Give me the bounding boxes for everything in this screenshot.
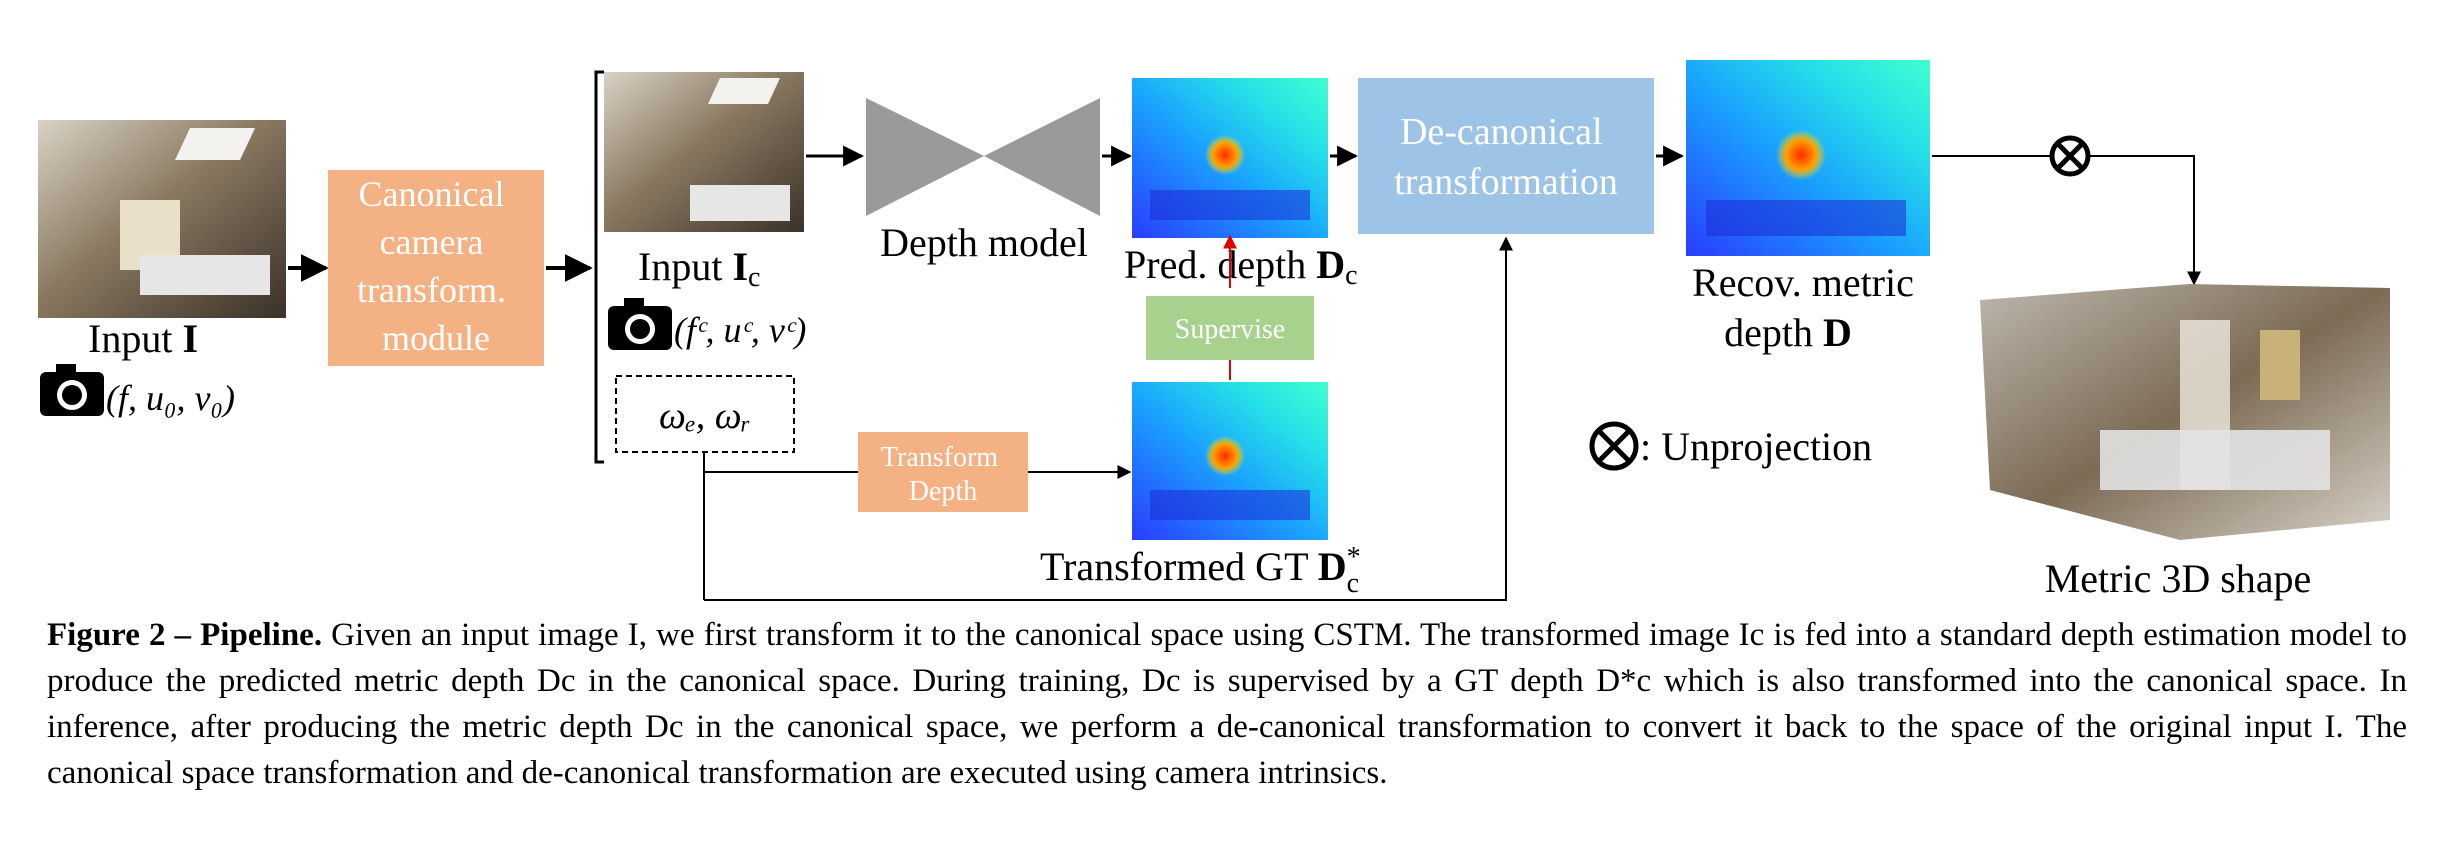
figure-caption: Figure 2 – Pipeline. Given an input imag… [47, 612, 2407, 796]
input-intrinsics: (f, u₀, v₀) [106, 378, 235, 418]
pred-depth-map [1132, 78, 1328, 238]
recov-label: Recov. metric depth D [1692, 260, 1924, 355]
depth-model-shape [866, 98, 984, 216]
line-omega-to-decanonical [704, 236, 1513, 601]
caption-figure-label: Figure 2 – Pipeline. [47, 617, 323, 653]
input-image [38, 120, 286, 318]
decanonical-box [1358, 78, 1654, 234]
canonical-intrinsics: (fᶜ, uᶜ, vᶜ) [674, 310, 806, 350]
pred-depth-label: Pred. depth Dc [1124, 242, 1358, 291]
input-label: Input I [88, 316, 198, 361]
transformed-gt-label: Transformed GT D* c [1040, 542, 1361, 599]
arrow-recov-to-3d [1932, 155, 2201, 286]
supervise-label: Supervise [1175, 314, 1285, 345]
caption-text: Given an input image I, we first transfo… [47, 617, 2408, 791]
canonical-input-image [604, 72, 804, 232]
camera-icon [608, 298, 672, 350]
decanonical-label: De-canonical transformation [1394, 111, 1618, 203]
bracket [594, 70, 604, 464]
depth-model-shape [984, 98, 1100, 216]
pipeline-diagram: Input I (f, u₀, v₀) Canonical camera tra… [38, 60, 2390, 601]
metric-3d-label: Metric 3D shape [2045, 556, 2312, 601]
camera-icon [40, 364, 104, 416]
gt-depth-map [1132, 382, 1328, 540]
supervise-box [1146, 296, 1314, 360]
canonical-input-label: Input Ic [638, 244, 760, 293]
recov-depth-map [1686, 60, 1930, 256]
cstm-box [328, 170, 544, 366]
transform-depth-label: Transform Depth [881, 442, 1005, 507]
depth-model-label: Depth model [880, 220, 1088, 265]
cstm-label: Canonical camera transform. module [357, 174, 515, 358]
omega-label: ωₑ, ωᵣ [659, 395, 751, 437]
transform-depth-box [858, 432, 1028, 512]
unprojection-icon [2049, 135, 2091, 177]
metric-3d-shape [1980, 284, 2390, 540]
unprojection-legend-label: : Unprojection [1640, 424, 1872, 469]
unprojection-legend-icon [1589, 421, 1639, 471]
